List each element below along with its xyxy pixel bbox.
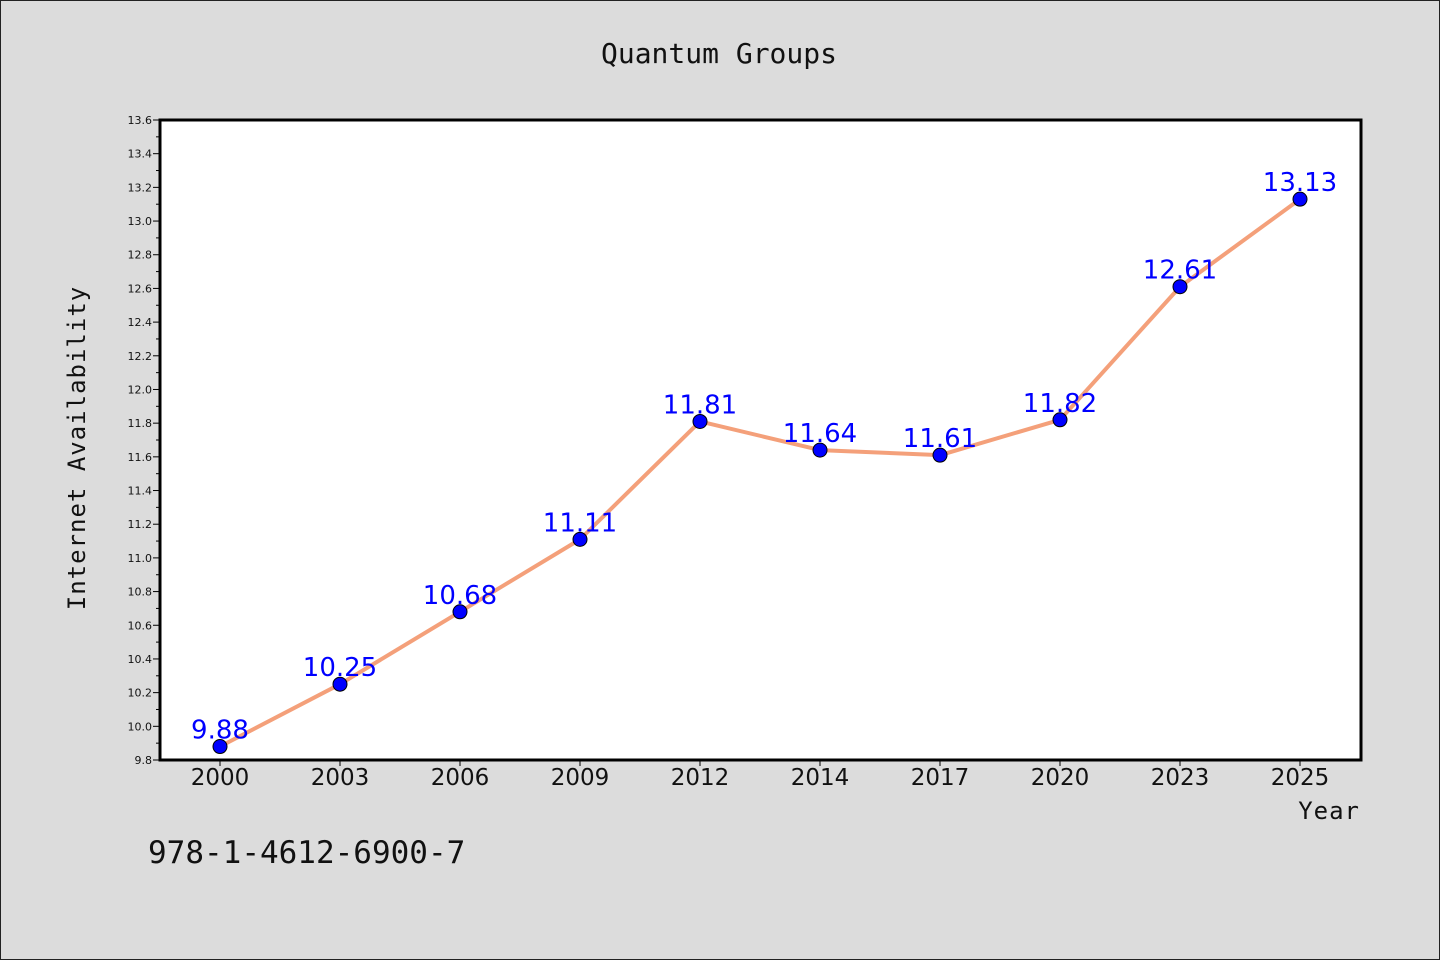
data-label: 11.64	[783, 419, 857, 449]
y-tick-label: 12.2	[128, 350, 153, 363]
y-tick-label: 11.6	[128, 451, 153, 464]
data-point	[452, 604, 468, 620]
y-axis: 9.8 10.0 10.2 10.4 10.6 10.8 11.0 11.2 11.4 11.6 1…	[128, 114, 160, 767]
y-tick-label: 10.6	[128, 619, 153, 632]
y-tick-label: 12.0	[128, 383, 153, 396]
data-point	[1172, 279, 1188, 295]
data-label-group: 9.88 10.25 10.68 11.11 11.81 11.64 11.61 11.82 1…	[191, 168, 1337, 745]
y-tick-label: 10.4	[128, 653, 153, 666]
x-tick-label: 2003	[311, 765, 370, 791]
y-tick-label: 13.4	[128, 148, 153, 161]
data-point	[1052, 412, 1068, 428]
data-label: 12.61	[1143, 256, 1217, 286]
x-tick-label: 2000	[191, 765, 250, 791]
data-point	[332, 676, 348, 692]
y-tick-label: 11.0	[128, 552, 153, 565]
series-line	[219, 197, 1302, 749]
y-tick-label: 12.8	[128, 249, 153, 262]
x-tick-label: 2012	[671, 765, 730, 791]
data-label: 10.25	[303, 653, 377, 683]
y-tick-label: 12.4	[128, 316, 153, 329]
chart-title: Quantum Groups	[601, 37, 837, 70]
x-axis-label: Year	[1298, 797, 1360, 825]
x-tick-label: 2009	[551, 765, 610, 791]
data-point	[572, 531, 588, 547]
data-point	[812, 442, 828, 458]
data-point	[212, 739, 228, 755]
x-axis: 2000 2003 2006 2009 2012 2014 2017 2020 2023 2025	[191, 760, 1330, 791]
plot-area	[158, 118, 1363, 762]
y-tick-label: 10.8	[128, 586, 153, 599]
y-tick-label: 9.8	[135, 754, 153, 767]
x-tick-label: 2017	[911, 765, 970, 791]
y-tick-label: 13.6	[128, 114, 153, 127]
data-label: 11.61	[903, 424, 977, 454]
x-tick-label: 2020	[1031, 765, 1090, 791]
data-point	[932, 447, 948, 463]
data-label: 11.82	[1023, 389, 1097, 419]
isbn-annotation: 978-1-4612-6900-7	[148, 835, 465, 871]
y-tick-label: 13.2	[128, 181, 153, 194]
data-label: 9.88	[191, 716, 249, 746]
x-tick-label: 2023	[1151, 765, 1210, 791]
y-tick-label: 13.0	[128, 215, 153, 228]
data-label: 10.68	[423, 581, 497, 611]
data-label: 11.11	[543, 508, 617, 538]
x-tick-label: 2014	[791, 765, 850, 791]
y-axis-label: Internet Availability	[63, 286, 91, 610]
data-point	[1292, 191, 1308, 207]
x-tick-label: 2025	[1271, 765, 1330, 791]
data-label: 11.81	[663, 390, 737, 420]
y-tick-label: 10.2	[128, 687, 153, 700]
y-tick-label: 10.0	[128, 720, 153, 733]
y-tick-label: 11.2	[128, 518, 153, 531]
y-tick-label: 11.8	[128, 417, 153, 430]
y-tick-label: 12.6	[128, 282, 153, 295]
y-tick-label: 11.4	[128, 485, 153, 498]
data-label: 13.13	[1263, 168, 1337, 198]
data-point	[692, 413, 708, 429]
series-line-group	[212, 191, 1308, 755]
x-tick-label: 2006	[431, 765, 490, 791]
